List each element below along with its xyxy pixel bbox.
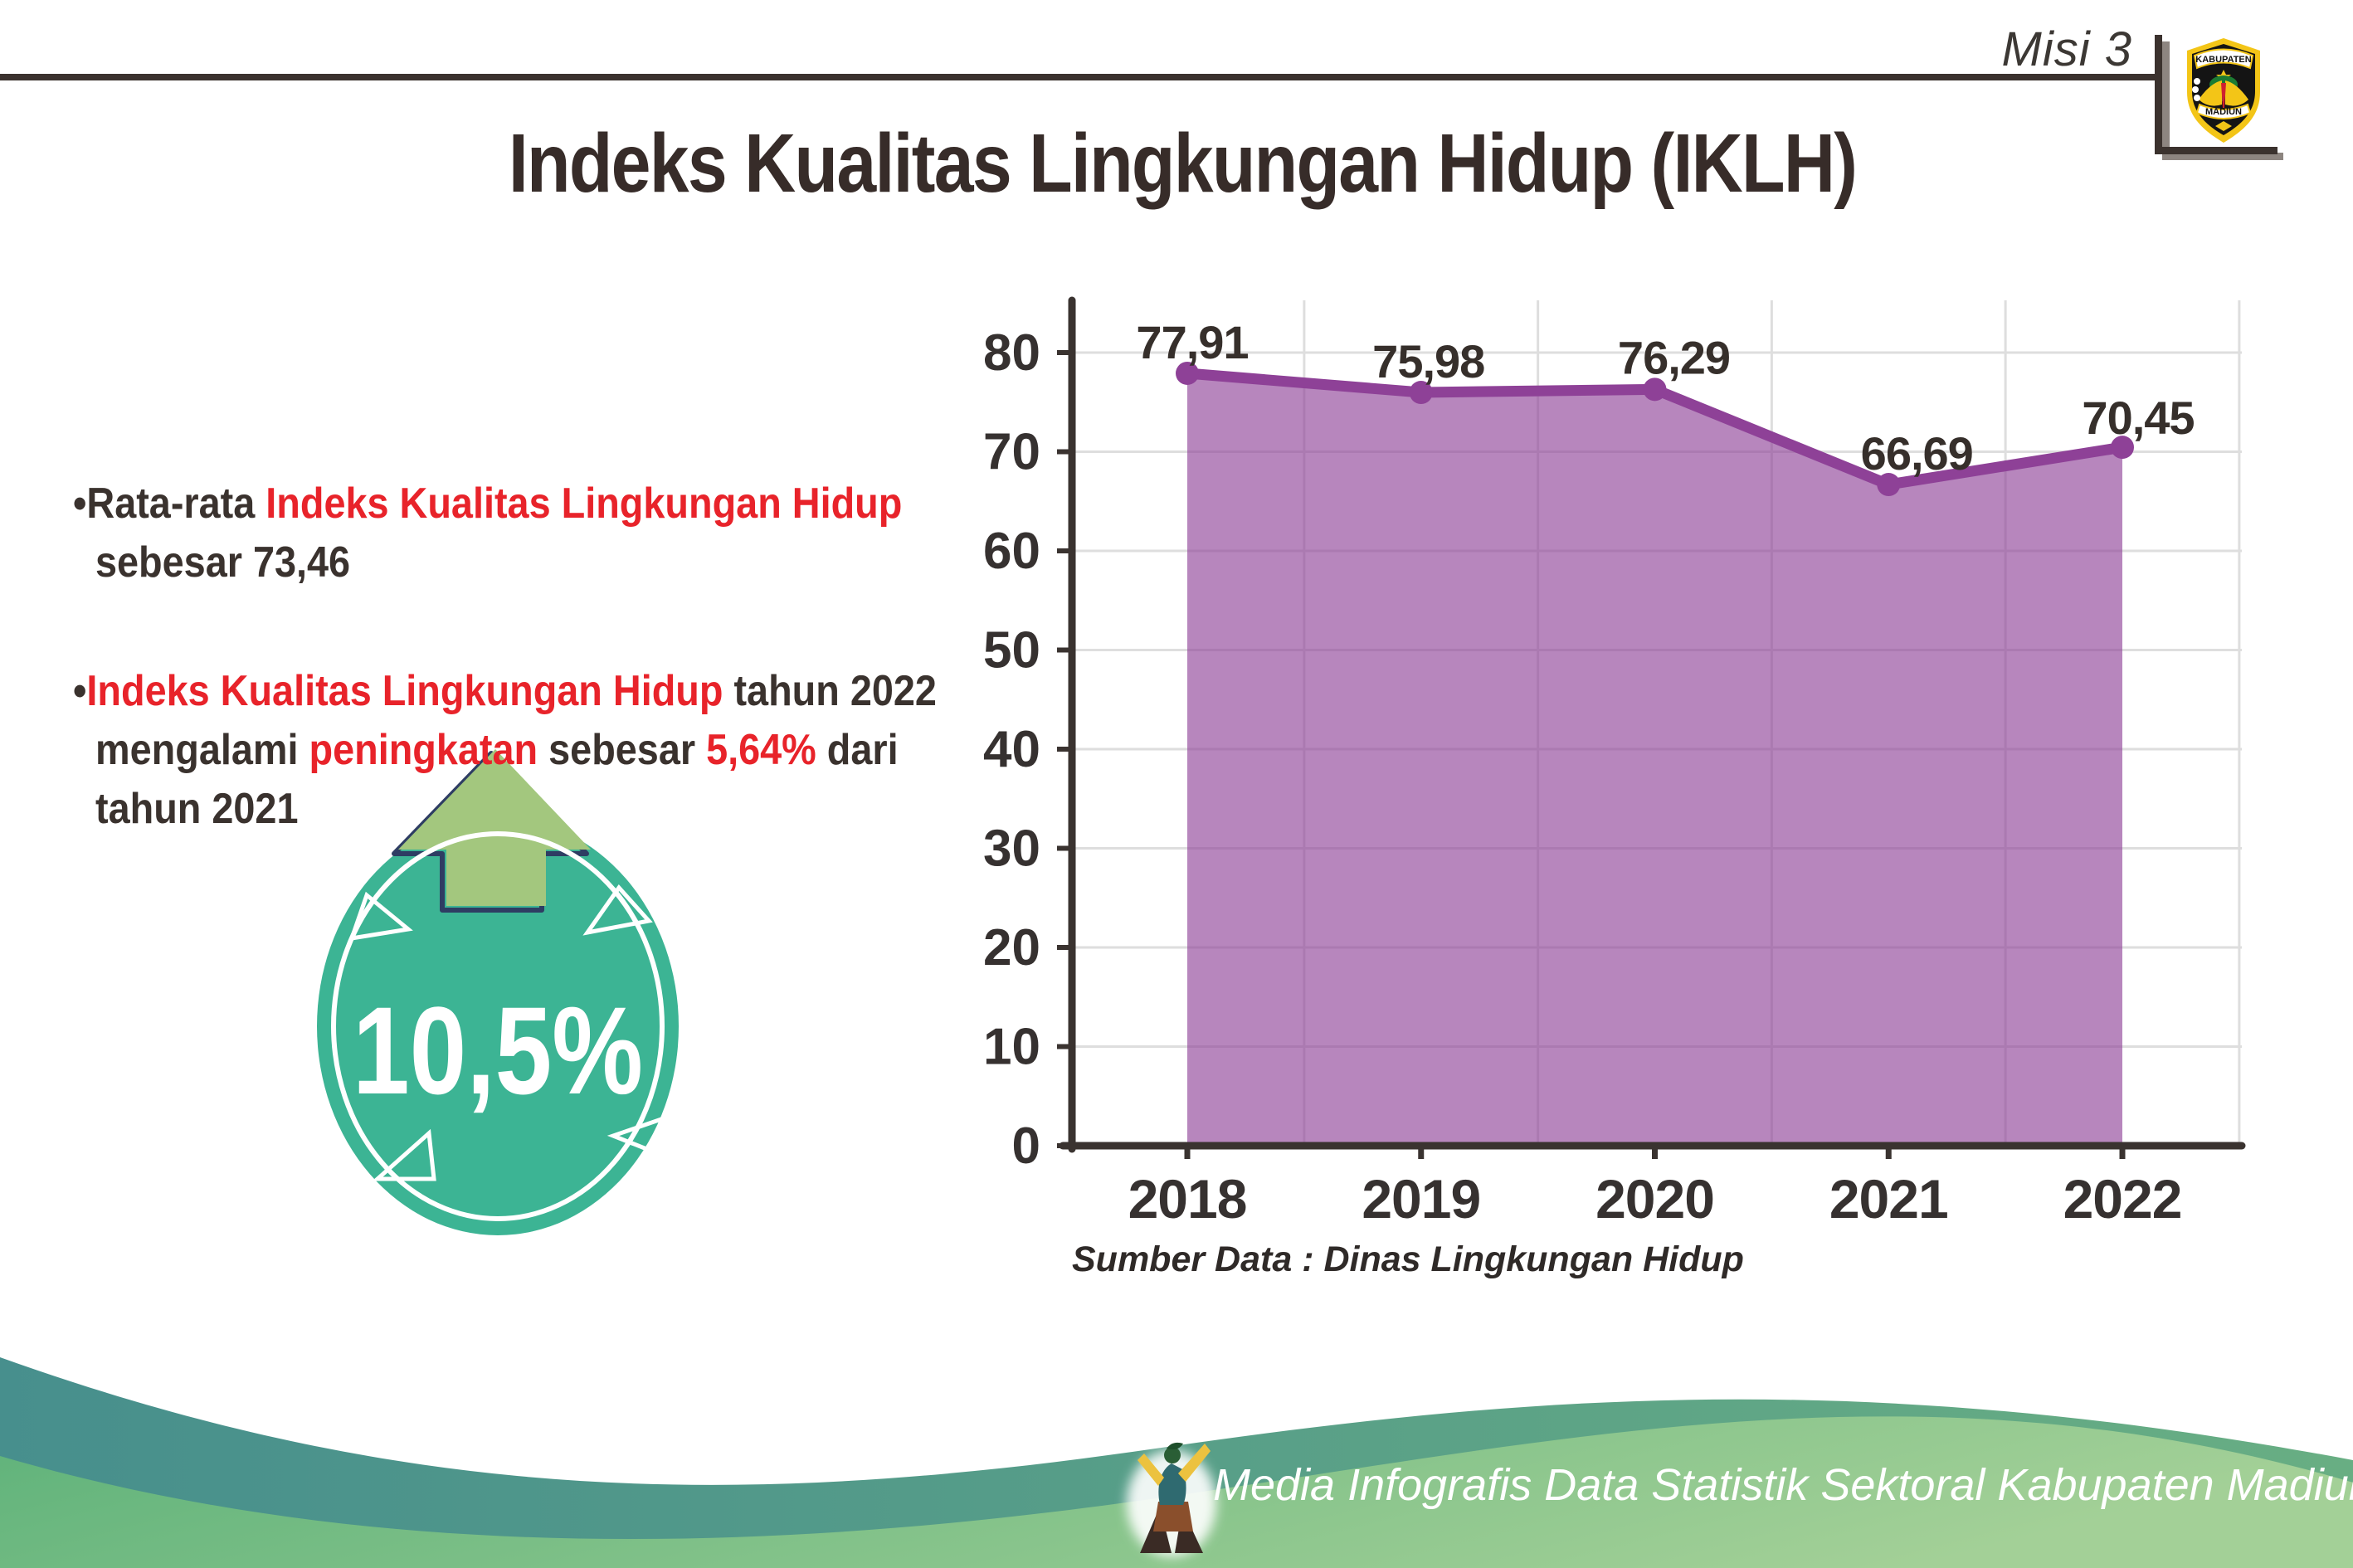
bullet-line: tahun 2021 [73,780,969,839]
bullet-text-segment: dari [816,726,899,774]
x-tick-label: 2018 [1128,1168,1247,1230]
y-tick-label: 70 [983,424,1040,481]
badge-circle [317,817,679,1235]
bullet-line: •Indeks Kualitas Lingkungan Hidup tahun … [73,662,969,721]
y-tick-label: 50 [983,622,1040,679]
data-label: 76,29 [1618,331,1730,383]
kabupaten-madiun-logo: KABUPATEN MADIUN [2187,38,2260,143]
bullet-item: •Indeks Kualitas Lingkungan Hidup tahun … [73,662,969,839]
bullet-text-segment: 5,64% [706,726,816,774]
y-tick-label: 80 [983,324,1040,382]
footer-wave-green [0,1416,2353,1568]
bullet-dot-icon: • [73,667,87,715]
y-tick-label: 0 [1012,1118,1040,1175]
data-point [1877,473,1901,497]
chart-source-note: Sumber Data : Dinas Lingkungan Hidup [1072,1239,1744,1279]
up-arrow-icon [392,749,591,913]
misi-label: Misi 3 [2001,22,2132,76]
bullet-line: •Rata-rata Indeks Kualitas Lingkungan Hi… [73,475,969,533]
x-tick-label: 2022 [2063,1168,2182,1230]
y-tick-label: 30 [983,821,1040,878]
area-fill [1187,373,2122,1147]
data-label: 66,69 [1861,427,1973,480]
top-rule [0,74,2156,80]
footer-caption: Media Infografis Data Statistik Sektoral… [1213,1460,2353,1510]
bullet-text-segment: mengalami [95,726,309,774]
x-tick-label: 2021 [1829,1168,1948,1230]
increase-badge: 10,5% [317,749,679,1235]
bullet-item: •Rata-rata Indeks Kualitas Lingkungan Hi… [73,475,969,592]
data-point [1176,361,1199,385]
data-label: 70,45 [2082,392,2194,444]
data-point [1409,381,1433,405]
bullet-text-segment: Rata-rata [86,480,266,528]
data-label: 77,91 [1136,316,1248,368]
x-tick-label: 2020 [1595,1168,1714,1230]
badge-spark-triangles [348,884,666,1181]
data-point [2111,436,2134,460]
mascot-icon [1127,1442,1216,1556]
bullet-text-segment: sebesar [538,726,707,774]
bullet-line: mengalami peningkatan sebesar 5,64% dari [73,721,969,780]
y-tick-label: 60 [983,523,1040,580]
data-point [1643,377,1667,402]
summary-bullets: •Rata-rata Indeks Kualitas Lingkungan Hi… [73,475,969,908]
logo-bracket [2155,35,2283,160]
bullet-text-segment: peningkatan [309,726,538,774]
bullet-line: sebesar 73,46 [73,533,969,592]
bullet-text-segment: tahun 2021 [95,785,299,833]
badge-value: 10,5% [353,981,643,1120]
y-tick-label: 40 [983,721,1040,778]
y-tick-label: 10 [983,1019,1040,1076]
bullet-text-segment: tahun 2022 [723,667,937,715]
page-title: Indeks Kualitas Lingkungan Hidup (IKLH) [508,117,1858,210]
y-tick-label: 20 [983,919,1040,976]
logo-text-bottom: MADIUN [2205,107,2242,117]
bullet-dot-icon: • [73,480,87,528]
iklh-area-chart: 0 10 20 30 40 50 60 70 80 2018 2019 2020 2021 2022 77,… [983,296,2246,1230]
logo-text-top: KABUPATEN [2195,55,2251,65]
data-label: 75,98 [1372,335,1484,387]
bullet-text-segment: Indeks Kualitas Lingkungan Hidup [266,480,903,528]
x-tick-label: 2019 [1362,1168,1480,1230]
bullet-text-segment: Indeks Kualitas Lingkungan Hidup [86,667,723,715]
bullet-text-segment: sebesar 73,46 [95,538,351,587]
